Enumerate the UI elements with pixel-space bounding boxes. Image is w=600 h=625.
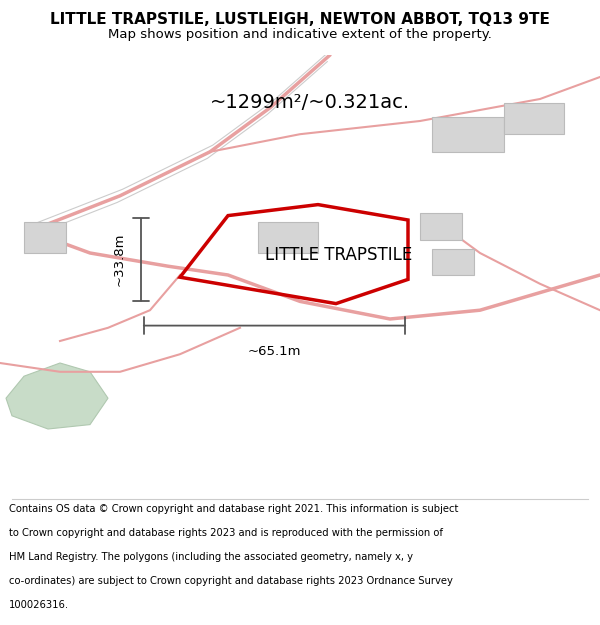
Text: Contains OS data © Crown copyright and database right 2021. This information is : Contains OS data © Crown copyright and d… xyxy=(9,504,458,514)
Text: Map shows position and indicative extent of the property.: Map shows position and indicative extent… xyxy=(108,28,492,41)
Polygon shape xyxy=(6,363,108,429)
Bar xyxy=(432,249,474,275)
Bar xyxy=(432,117,504,152)
Bar xyxy=(504,103,564,134)
Text: HM Land Registry. The polygons (including the associated geometry, namely x, y: HM Land Registry. The polygons (includin… xyxy=(9,552,413,562)
Text: ~1299m²/~0.321ac.: ~1299m²/~0.321ac. xyxy=(210,92,410,112)
Bar xyxy=(258,222,318,253)
Text: LITTLE TRAPSTILE, LUSTLEIGH, NEWTON ABBOT, TQ13 9TE: LITTLE TRAPSTILE, LUSTLEIGH, NEWTON ABBO… xyxy=(50,12,550,27)
Text: ~65.1m: ~65.1m xyxy=(248,346,301,358)
Text: 100026316.: 100026316. xyxy=(9,600,69,610)
Bar xyxy=(420,213,462,240)
Text: co-ordinates) are subject to Crown copyright and database rights 2023 Ordnance S: co-ordinates) are subject to Crown copyr… xyxy=(9,576,453,586)
Text: LITTLE TRAPSTILE: LITTLE TRAPSTILE xyxy=(265,246,413,264)
Text: ~33.8m: ~33.8m xyxy=(113,233,126,286)
Text: to Crown copyright and database rights 2023 and is reproduced with the permissio: to Crown copyright and database rights 2… xyxy=(9,528,443,538)
Bar xyxy=(24,222,66,253)
